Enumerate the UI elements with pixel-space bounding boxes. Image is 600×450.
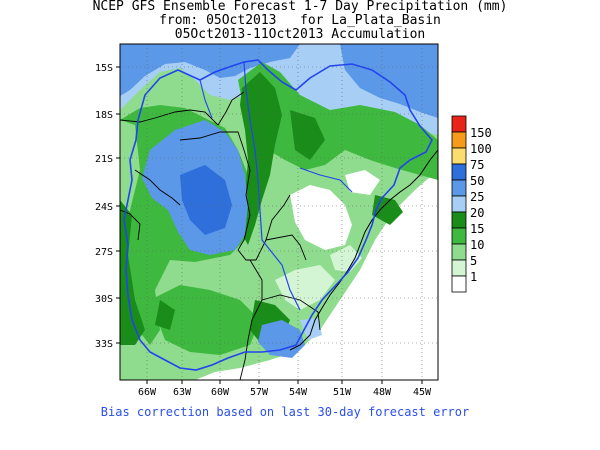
legend-label: 100 — [470, 142, 492, 156]
legend-swatch — [451, 227, 467, 245]
legend-label: 10 — [470, 238, 485, 252]
lat-label: 27S — [95, 247, 113, 258]
lon-label: 54W — [289, 387, 308, 398]
lat-label: 30S — [95, 294, 113, 305]
legend-swatch — [451, 195, 467, 213]
legend-label: 5 — [470, 254, 478, 268]
legend-label: 150 — [470, 126, 492, 140]
river-line — [299, 167, 353, 193]
bias-correction-note: Bias correction based on last 30-day for… — [100, 405, 470, 419]
lon-label: 57W — [250, 387, 269, 398]
lon-label: 66W — [138, 387, 157, 398]
legend-colorbar — [451, 115, 467, 293]
lat-label: 24S — [95, 202, 113, 213]
la-plata-basin-boundary — [123, 59, 433, 371]
legend-label: 25 — [470, 190, 485, 204]
lon-label: 45W — [413, 387, 432, 398]
legend-swatch — [451, 147, 467, 165]
legend-swatch — [451, 115, 467, 133]
river-line — [199, 79, 213, 119]
graticule — [120, 44, 438, 380]
legend-swatch — [451, 243, 467, 261]
legend-swatch — [451, 131, 467, 149]
legend-label: 1 — [470, 270, 478, 284]
lat-label: 15S — [95, 63, 113, 74]
legend-swatch — [451, 179, 467, 197]
legend-swatch — [451, 211, 467, 229]
legend-label: 75 — [470, 158, 485, 172]
map-title-line-2: from: 05Oct2013 for La_Plata_Basin — [159, 13, 441, 28]
legend-swatch — [451, 163, 467, 181]
lon-label: 51W — [333, 387, 352, 398]
legend-label: 50 — [470, 174, 485, 188]
precipitation-field — [120, 44, 438, 380]
legend-swatch — [451, 259, 467, 277]
map-title-line-3: 05Oct2013-11Oct2013 Accumulation — [174, 27, 426, 42]
lon-label: 48W — [373, 387, 392, 398]
lat-label: 18S — [95, 110, 113, 121]
legend-label: 20 — [470, 206, 485, 220]
legend-swatch — [451, 275, 467, 293]
lat-label: 33S — [95, 339, 113, 350]
lat-label: 21S — [95, 154, 113, 165]
map-title-line-1: NCEP GFS Ensemble Forecast 1-7 Day Preci… — [92, 0, 508, 14]
river-line — [243, 61, 301, 311]
legend-label: 15 — [470, 222, 485, 236]
lon-label: 63W — [173, 387, 192, 398]
map-frame — [119, 43, 439, 381]
axis-ticks — [116, 66, 423, 384]
lon-label: 60W — [211, 387, 230, 398]
